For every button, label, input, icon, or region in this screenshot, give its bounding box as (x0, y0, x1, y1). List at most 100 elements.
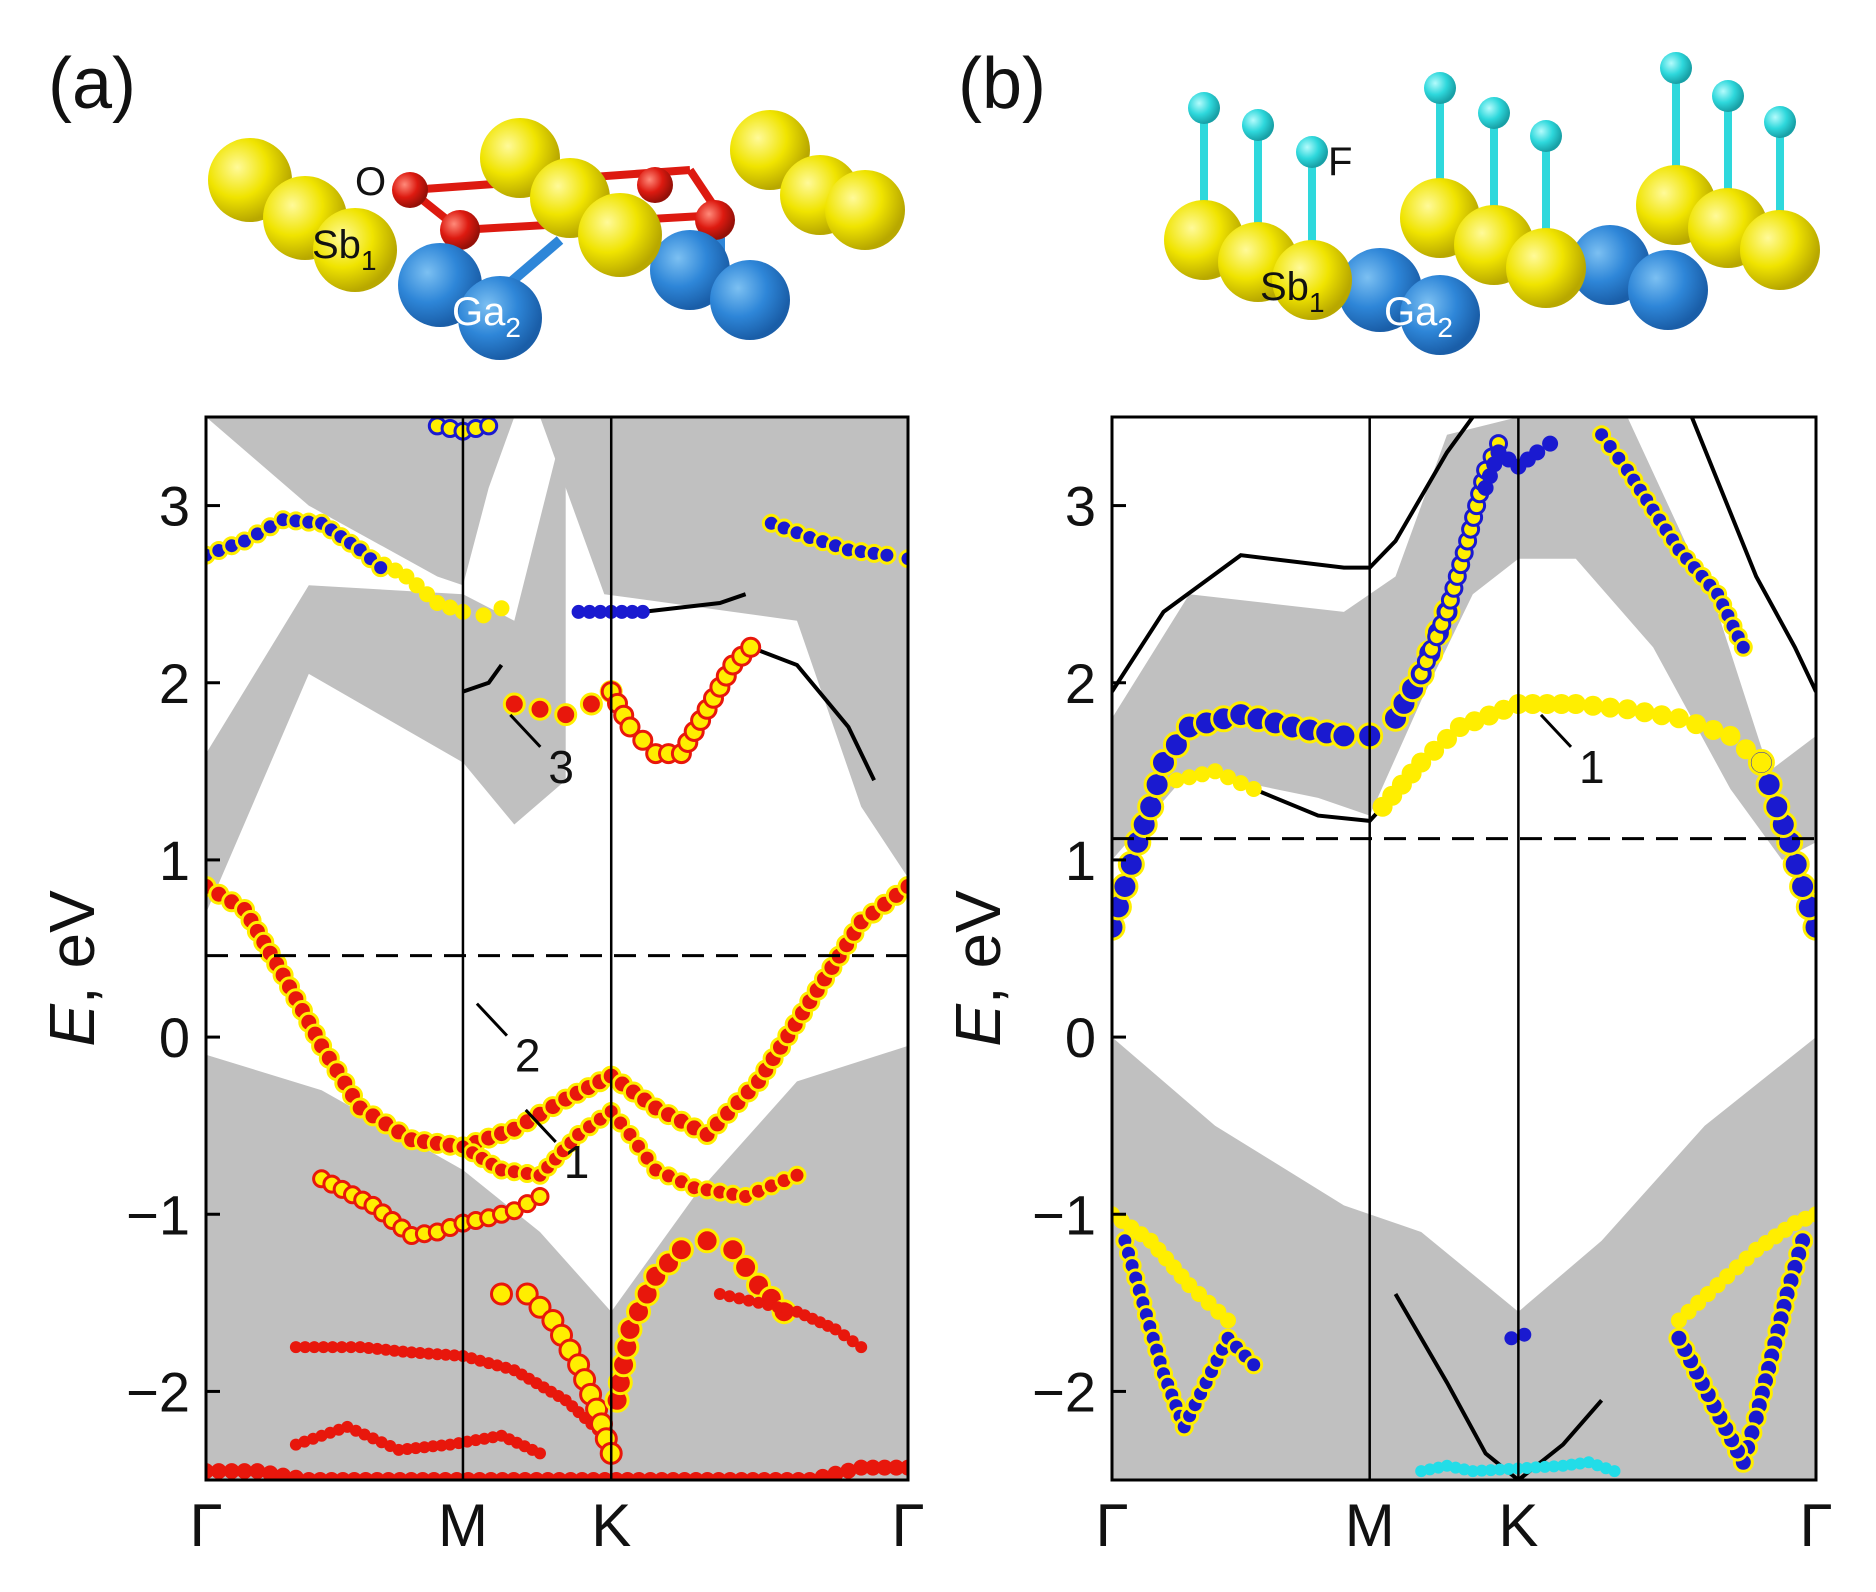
band-point (635, 604, 650, 619)
band-point (1802, 913, 1816, 941)
band-point (308, 1341, 321, 1354)
band-point (326, 1341, 339, 1354)
y-axis-label-unit: , eV (942, 890, 1014, 1004)
y-tick-label: 0 (1065, 1006, 1096, 1069)
black-band-line-0 (462, 663, 504, 694)
structure-b-diagram: F Sb1 Ga2 (1164, 52, 1820, 355)
band-point (479, 417, 499, 436)
bulk-band-1 (206, 417, 566, 914)
y-axis-label-italic: E (942, 1003, 1014, 1047)
band-point (1551, 694, 1572, 714)
band-point (1137, 793, 1165, 821)
band-point (1634, 702, 1655, 723)
band-point (1466, 1465, 1479, 1478)
band-point (1529, 1461, 1542, 1474)
band-point (876, 1459, 893, 1476)
band-point (1484, 1464, 1497, 1477)
band-point (1504, 1331, 1519, 1346)
band-point (1763, 793, 1791, 821)
series-4 (289, 1420, 546, 1460)
band-point (668, 1237, 694, 1263)
kpoint-label: Γ (189, 1492, 222, 1559)
band-point (262, 1465, 279, 1480)
band-point (625, 604, 640, 619)
band-point (1493, 1463, 1506, 1476)
band-point (720, 1237, 746, 1263)
series-6 (490, 1282, 623, 1465)
band-point (530, 1187, 550, 1206)
band-point (838, 1329, 851, 1342)
annotation-label: 3 (548, 741, 574, 793)
band-point (1583, 695, 1603, 716)
series-7 (1112, 1206, 1236, 1329)
band-point (1437, 728, 1457, 749)
band-point (740, 636, 762, 658)
band-point (840, 1462, 857, 1479)
band-point (877, 545, 897, 565)
y-tick-label: 2 (159, 652, 190, 715)
band-point (752, 1296, 765, 1309)
series-3 (1168, 763, 1262, 797)
kpoint-label: Γ (891, 1492, 924, 1559)
band-structure-plot-b: 3 2 1 0 −1 −2 E, eV Γ M K Γ 1 (942, 415, 1833, 1559)
band-point (1735, 739, 1756, 760)
y-tick-label: 1 (1065, 829, 1096, 892)
y-tick-label: −2 (1032, 1360, 1096, 1423)
annotation-leader (475, 1002, 509, 1037)
band-point (1529, 444, 1546, 461)
band-point (1520, 1462, 1533, 1474)
band-point (853, 1459, 870, 1476)
band-point (210, 1463, 227, 1480)
band-point (405, 1346, 418, 1359)
band-point (439, 1348, 452, 1361)
kpoint-label: Γ (1799, 1492, 1832, 1559)
band-point (1168, 772, 1185, 789)
band-structure-plot-a: 3 2 1 0 −1 −2 E, eV Γ M K Γ 1 2 3 (36, 415, 925, 1559)
series-12 (1415, 1456, 1621, 1478)
y-tick-label: 3 (159, 475, 190, 538)
series-8 (713, 1288, 868, 1354)
black-band-line-1 (1689, 417, 1816, 693)
y-tick-label: 2 (1065, 652, 1096, 715)
band-point (1502, 1463, 1515, 1475)
band-point (771, 1301, 784, 1314)
band-point (236, 1463, 253, 1480)
bulk-band-0 (206, 1045, 908, 1480)
band-point (733, 1254, 759, 1280)
black-band-line-2 (749, 645, 876, 782)
band-point (289, 1341, 302, 1354)
band-point (1755, 771, 1783, 799)
series-0 (206, 876, 908, 1158)
series-11 (1504, 1327, 1532, 1346)
band-point (1733, 637, 1753, 657)
band-point (1162, 731, 1190, 759)
series-5 (1477, 435, 1559, 496)
band-point (249, 1463, 266, 1480)
band-point (614, 604, 629, 619)
y-tick-label: −2 (126, 1360, 190, 1423)
band-point (1244, 1355, 1264, 1375)
band-point (1617, 699, 1638, 720)
panel-a-label: (a) (48, 44, 136, 124)
plot-frame (204, 415, 910, 1482)
band-point (619, 716, 641, 738)
plot-area (206, 417, 908, 1480)
structure-a-O-label: O (355, 160, 386, 204)
y-axis-label-unit: , eV (36, 890, 108, 1004)
band-point (1720, 725, 1741, 746)
band-point (846, 1335, 859, 1348)
series-3 (289, 1341, 611, 1442)
structure-b-F-label: F (1328, 140, 1352, 184)
series-10 (1668, 1230, 1814, 1473)
band-point (493, 600, 510, 617)
band-point (1220, 1312, 1236, 1329)
band-point (787, 1165, 807, 1185)
series-14 (571, 604, 650, 619)
series-10 (206, 510, 391, 578)
band-point (429, 595, 446, 611)
band-point (345, 1341, 357, 1354)
plot-frame (1110, 415, 1818, 1482)
series-5 (206, 1459, 908, 1480)
band-point (781, 1303, 794, 1316)
